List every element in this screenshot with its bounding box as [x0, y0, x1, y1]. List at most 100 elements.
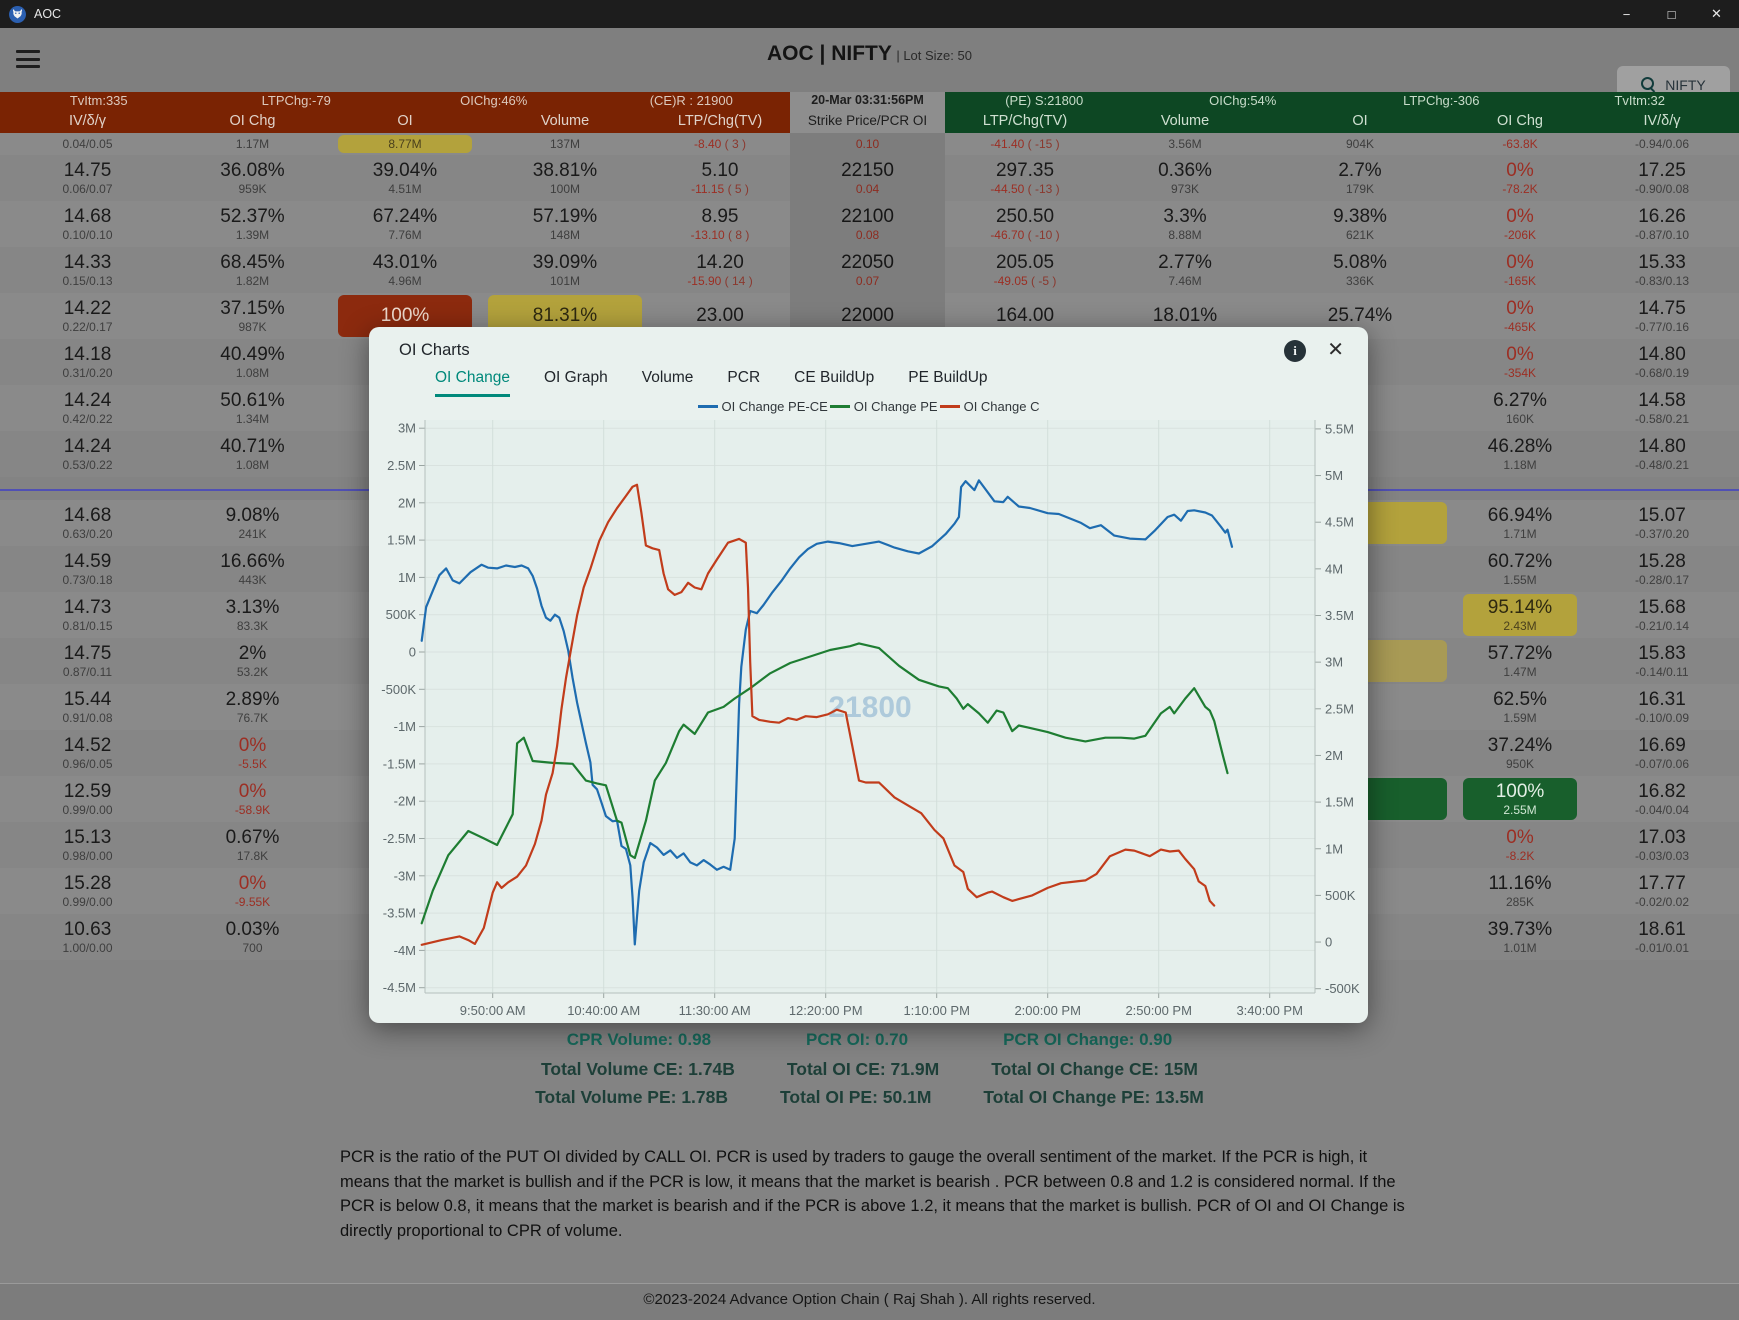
svg-text:5.5M: 5.5M [1325, 421, 1354, 436]
svg-text:5M: 5M [1325, 468, 1343, 483]
chain-cell: 57.72%1.47M [1455, 638, 1585, 684]
column-header: Volume [480, 108, 650, 133]
column-header: OI [330, 108, 480, 133]
chain-cell: 205.05-49.05 ( -5 ) [945, 247, 1105, 293]
chain-cell: 0.36%973K [1105, 155, 1265, 201]
stat-item: Total Volume CE: 1.74B [541, 1059, 735, 1080]
chain-cell: 904K [1265, 133, 1455, 155]
chain-cell: 15.33-0.83/0.13 [1585, 247, 1739, 293]
chain-cell: 2.7%179K [1265, 155, 1455, 201]
chain-cell: 67.24%7.76M [330, 201, 480, 247]
chain-cell: 137M [480, 133, 650, 155]
svg-text:3M: 3M [1325, 655, 1343, 670]
svg-text:2M: 2M [1325, 748, 1343, 763]
column-header: Volume [1105, 108, 1265, 133]
chain-cell: 0%-206K [1455, 201, 1585, 247]
chain-cell: 17.77-0.02/0.02 [1585, 868, 1739, 914]
svg-text:21800: 21800 [828, 691, 911, 724]
chain-cell: 57.19%148M [480, 201, 650, 247]
chain-cell: 250.50-46.70 ( -10 ) [945, 201, 1105, 247]
maximize-button[interactable]: □ [1649, 0, 1694, 28]
chain-cell: 15.83-0.14/0.11 [1585, 638, 1739, 684]
chain-cell: 16.82-0.04/0.04 [1585, 776, 1739, 822]
chain-cell: 8.95-13.10 ( 8 ) [650, 201, 790, 247]
chain-cell: 17.25-0.90/0.08 [1585, 155, 1739, 201]
app-header: AOC | NIFTY | Lot Size: 50 NIFTY [0, 28, 1739, 92]
svg-text:500K: 500K [1325, 888, 1356, 903]
svg-text:4M: 4M [1325, 561, 1343, 576]
stat-item: Total OI PE: 50.1M [780, 1087, 931, 1108]
chain-cell: 0.67%17.8K [175, 822, 330, 868]
column-header: IV/δ/γ [0, 108, 175, 133]
chain-cell: -63.8K [1455, 133, 1585, 155]
chain-cell: 68.45%1.82M [175, 247, 330, 293]
chain-cell: 38.81%100M [480, 155, 650, 201]
stat-item: Total OI Change PE: 13.5M [983, 1087, 1203, 1108]
search-symbol-label: NIFTY [1665, 77, 1705, 93]
ce-summary-item: (CE)R : 21900 [593, 93, 791, 108]
column-header: OI Chg [1455, 108, 1585, 133]
pcr-description: PCR is the ratio of the PUT OI divided b… [340, 1145, 1405, 1243]
column-header: OI [1265, 108, 1455, 133]
minimize-button[interactable]: − [1604, 0, 1649, 28]
chain-cell: 14.80-0.48/0.21 [1585, 431, 1739, 477]
stat-item: PCR OI Change: 0.90 [1003, 1030, 1172, 1050]
chain-cell: 0.03%700 [175, 914, 330, 960]
svg-text:-1M: -1M [394, 719, 416, 734]
close-window-button[interactable]: ✕ [1694, 0, 1739, 28]
svg-text:-1.5M: -1.5M [383, 756, 416, 771]
svg-text:9:50:00 AM: 9:50:00 AM [460, 1003, 526, 1018]
svg-text:2:50:00 PM: 2:50:00 PM [1125, 1003, 1192, 1018]
chain-cell: -8.40 ( 3 ) [650, 133, 790, 155]
svg-text:2M: 2M [398, 495, 416, 510]
column-header: Strike Price/PCR OI [790, 108, 945, 133]
svg-text:-4M: -4M [394, 943, 416, 958]
pe-summary-item: LTPChg:-306 [1342, 93, 1541, 108]
ce-summary-item: LTPChg:-79 [198, 93, 396, 108]
chain-cell: 5.08%336K [1265, 247, 1455, 293]
oi-change-chart: 3M2.5M2M1.5M1M500K0-500K-1M-1.5M-2M-2.5M… [369, 327, 1368, 1023]
chain-cell: 3.56M [1105, 133, 1265, 155]
chain-cell: 8.77M [330, 133, 480, 155]
chain-cell: 17.03-0.03/0.03 [1585, 822, 1739, 868]
chain-cell: 46.28%1.18M [1455, 431, 1585, 477]
chain-cell: 9.38%621K [1265, 201, 1455, 247]
chain-cell: 15.07-0.37/0.20 [1585, 500, 1739, 546]
chain-cell: 6.27%160K [1455, 385, 1585, 431]
svg-text:11:30:00 AM: 11:30:00 AM [679, 1003, 751, 1018]
chain-cell: 16.69-0.07/0.06 [1585, 730, 1739, 776]
chain-cell: 39.73%1.01M [1455, 914, 1585, 960]
chain-cell: 0%-58.9K [175, 776, 330, 822]
column-header: LTP/Chg(TV) [650, 108, 790, 133]
chain-cell: 2.89%76.7K [175, 684, 330, 730]
stat-item: CPR Volume: 0.98 [567, 1030, 711, 1050]
chain-cell: 39.04%4.51M [330, 155, 480, 201]
chain-cell: 60.72%1.55M [1455, 546, 1585, 592]
chain-cell: 2%53.2K [175, 638, 330, 684]
chain-cell: 0%-354K [1455, 339, 1585, 385]
svg-text:3M: 3M [398, 421, 416, 436]
chain-cell: 18.61-0.01/0.01 [1585, 914, 1739, 960]
svg-text:1.5M: 1.5M [387, 533, 416, 548]
lot-size-label: | Lot Size: 50 [896, 48, 972, 63]
pe-summary-item: TvItm:32 [1541, 93, 1739, 108]
